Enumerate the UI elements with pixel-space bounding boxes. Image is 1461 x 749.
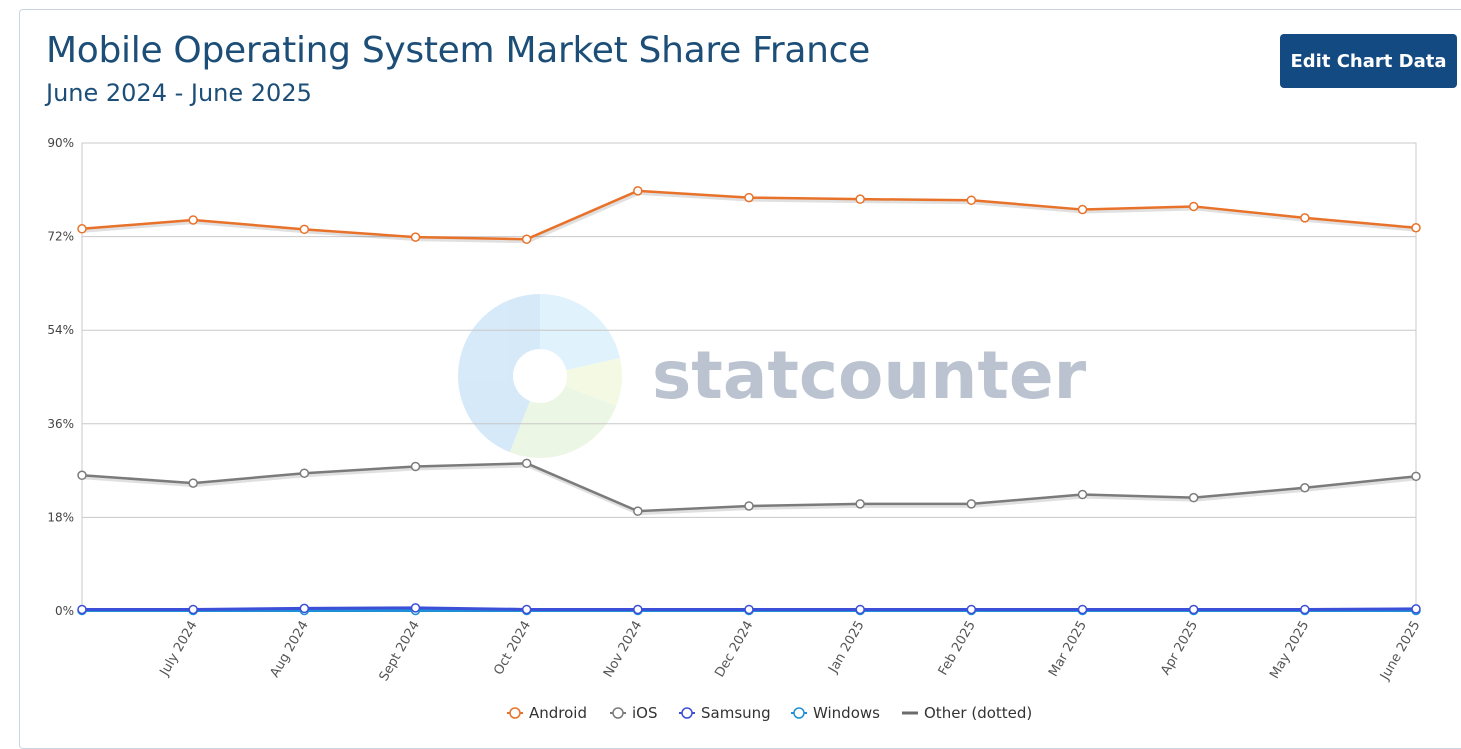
y-tick-label: 36% bbox=[47, 417, 74, 431]
watermark-logo-green-segment bbox=[509, 385, 617, 458]
legend-label: Samsung bbox=[701, 704, 771, 722]
legend-label: Android bbox=[529, 704, 587, 722]
data-point-ios[interactable] bbox=[1077, 489, 1088, 500]
data-point-ios[interactable] bbox=[188, 478, 198, 488]
watermark-text: statcounter bbox=[652, 337, 1087, 414]
data-point-android[interactable] bbox=[1300, 213, 1310, 223]
data-point-android[interactable] bbox=[744, 192, 754, 203]
data-point-android[interactable] bbox=[1411, 223, 1421, 233]
x-tick-label: Mar 2025 bbox=[1046, 619, 1090, 680]
x-tick-label: May 2025 bbox=[1267, 619, 1312, 682]
data-point-samsung[interactable] bbox=[299, 603, 310, 614]
data-point-android[interactable] bbox=[633, 186, 643, 196]
data-point-samsung[interactable] bbox=[1411, 604, 1421, 614]
data-point-android[interactable] bbox=[188, 215, 198, 225]
data-point-android[interactable] bbox=[521, 234, 532, 244]
data-point-android[interactable] bbox=[966, 195, 977, 205]
watermark-logo-lightblue-segment bbox=[540, 294, 621, 371]
data-point-ios[interactable] bbox=[77, 470, 87, 481]
data-point-ios[interactable] bbox=[1188, 492, 1199, 503]
data-point-samsung[interactable] bbox=[521, 604, 532, 615]
legend-marker bbox=[612, 707, 624, 719]
y-tick-label: 72% bbox=[47, 230, 74, 244]
data-point-ios[interactable] bbox=[521, 458, 532, 469]
edit-chart-data-button[interactable]: Edit Chart Data bbox=[1280, 34, 1457, 88]
data-point-ios[interactable] bbox=[410, 461, 421, 472]
data-point-android[interactable] bbox=[855, 194, 865, 204]
x-tick-label: Aug 2024 bbox=[268, 619, 312, 681]
y-tick-label: 90% bbox=[47, 136, 74, 150]
y-axis-ticks: 0% 18% 36% 54% 72% 90% bbox=[47, 136, 74, 618]
data-point-samsung[interactable] bbox=[633, 604, 643, 615]
x-tick-label: Jan 2025 bbox=[826, 619, 868, 677]
series-samsung bbox=[77, 603, 1421, 615]
data-point-samsung[interactable] bbox=[855, 604, 865, 615]
x-tick-label: Apr 2025 bbox=[1158, 619, 1201, 678]
statcounter-watermark: statcounter bbox=[458, 294, 1087, 458]
data-point-samsung[interactable] bbox=[966, 604, 977, 615]
data-point-ios[interactable] bbox=[1411, 471, 1421, 482]
legend-marker bbox=[793, 707, 805, 719]
x-axis-ticks: July 2024 Aug 2024 Sept 2024 Oct 2024 Nov 20… bbox=[157, 618, 1424, 683]
legend-item-windows[interactable]: Windows bbox=[791, 704, 880, 722]
data-point-android[interactable] bbox=[1188, 201, 1199, 212]
y-tick-label: 0% bbox=[55, 604, 74, 618]
legend-marker bbox=[509, 707, 521, 719]
data-point-ios[interactable] bbox=[1300, 483, 1310, 493]
legend-marker bbox=[681, 707, 693, 719]
watermark-logo-yellow-segment bbox=[565, 358, 622, 407]
legend-item-android[interactable]: Android bbox=[507, 704, 587, 722]
data-point-samsung[interactable] bbox=[410, 603, 421, 613]
data-point-ios[interactable] bbox=[855, 499, 865, 509]
data-point-samsung[interactable] bbox=[1188, 604, 1199, 615]
legend-item-other-dotted[interactable]: Other (dotted) bbox=[902, 704, 1032, 722]
data-point-android[interactable] bbox=[1077, 204, 1088, 215]
x-tick-label: Sept 2024 bbox=[377, 619, 423, 684]
legend-label: iOS bbox=[632, 704, 658, 722]
chart-subtitle: June 2024 - June 2025 bbox=[46, 79, 312, 107]
data-point-android[interactable] bbox=[410, 232, 421, 242]
data-point-android[interactable] bbox=[77, 224, 87, 234]
chart-legend: Android iOS Samsung Windows Other (dotted) bbox=[507, 704, 1032, 722]
data-point-samsung[interactable] bbox=[188, 604, 198, 615]
x-tick-label: Nov 2024 bbox=[601, 619, 645, 681]
y-tick-label: 18% bbox=[47, 510, 74, 524]
legend-label: Windows bbox=[813, 704, 880, 722]
x-tick-label: July 2024 bbox=[157, 619, 201, 680]
data-point-ios[interactable] bbox=[966, 499, 977, 509]
data-point-samsung[interactable] bbox=[77, 604, 87, 615]
x-tick-label: Dec 2024 bbox=[712, 619, 756, 681]
legend-label: Other (dotted) bbox=[924, 704, 1032, 722]
chart-title: Mobile Operating System Market Share Fra… bbox=[46, 30, 870, 71]
legend-item-samsung[interactable]: Samsung bbox=[679, 704, 771, 722]
x-tick-label: Oct 2024 bbox=[491, 619, 534, 678]
x-tick-label: June 2025 bbox=[1377, 619, 1423, 684]
data-point-samsung[interactable] bbox=[1077, 604, 1088, 615]
data-point-ios[interactable] bbox=[299, 468, 310, 478]
data-point-android[interactable] bbox=[299, 224, 310, 235]
chart-panel bbox=[19, 9, 1461, 749]
data-point-samsung[interactable] bbox=[744, 604, 754, 615]
data-point-ios[interactable] bbox=[744, 501, 754, 511]
data-point-samsung[interactable] bbox=[1300, 604, 1310, 615]
x-tick-label: Feb 2025 bbox=[936, 618, 979, 678]
watermark-logo-blue-segment bbox=[458, 294, 540, 453]
y-tick-label: 54% bbox=[47, 323, 74, 337]
series-android bbox=[77, 186, 1421, 244]
chart-series bbox=[77, 186, 1421, 616]
data-point-ios[interactable] bbox=[633, 506, 643, 516]
legend-item-ios[interactable]: iOS bbox=[610, 704, 658, 722]
line-chart: statcounter 0% 18% 36% 54% 72% 90% July 2024 A… bbox=[47, 136, 1424, 722]
series-ios bbox=[77, 458, 1421, 516]
